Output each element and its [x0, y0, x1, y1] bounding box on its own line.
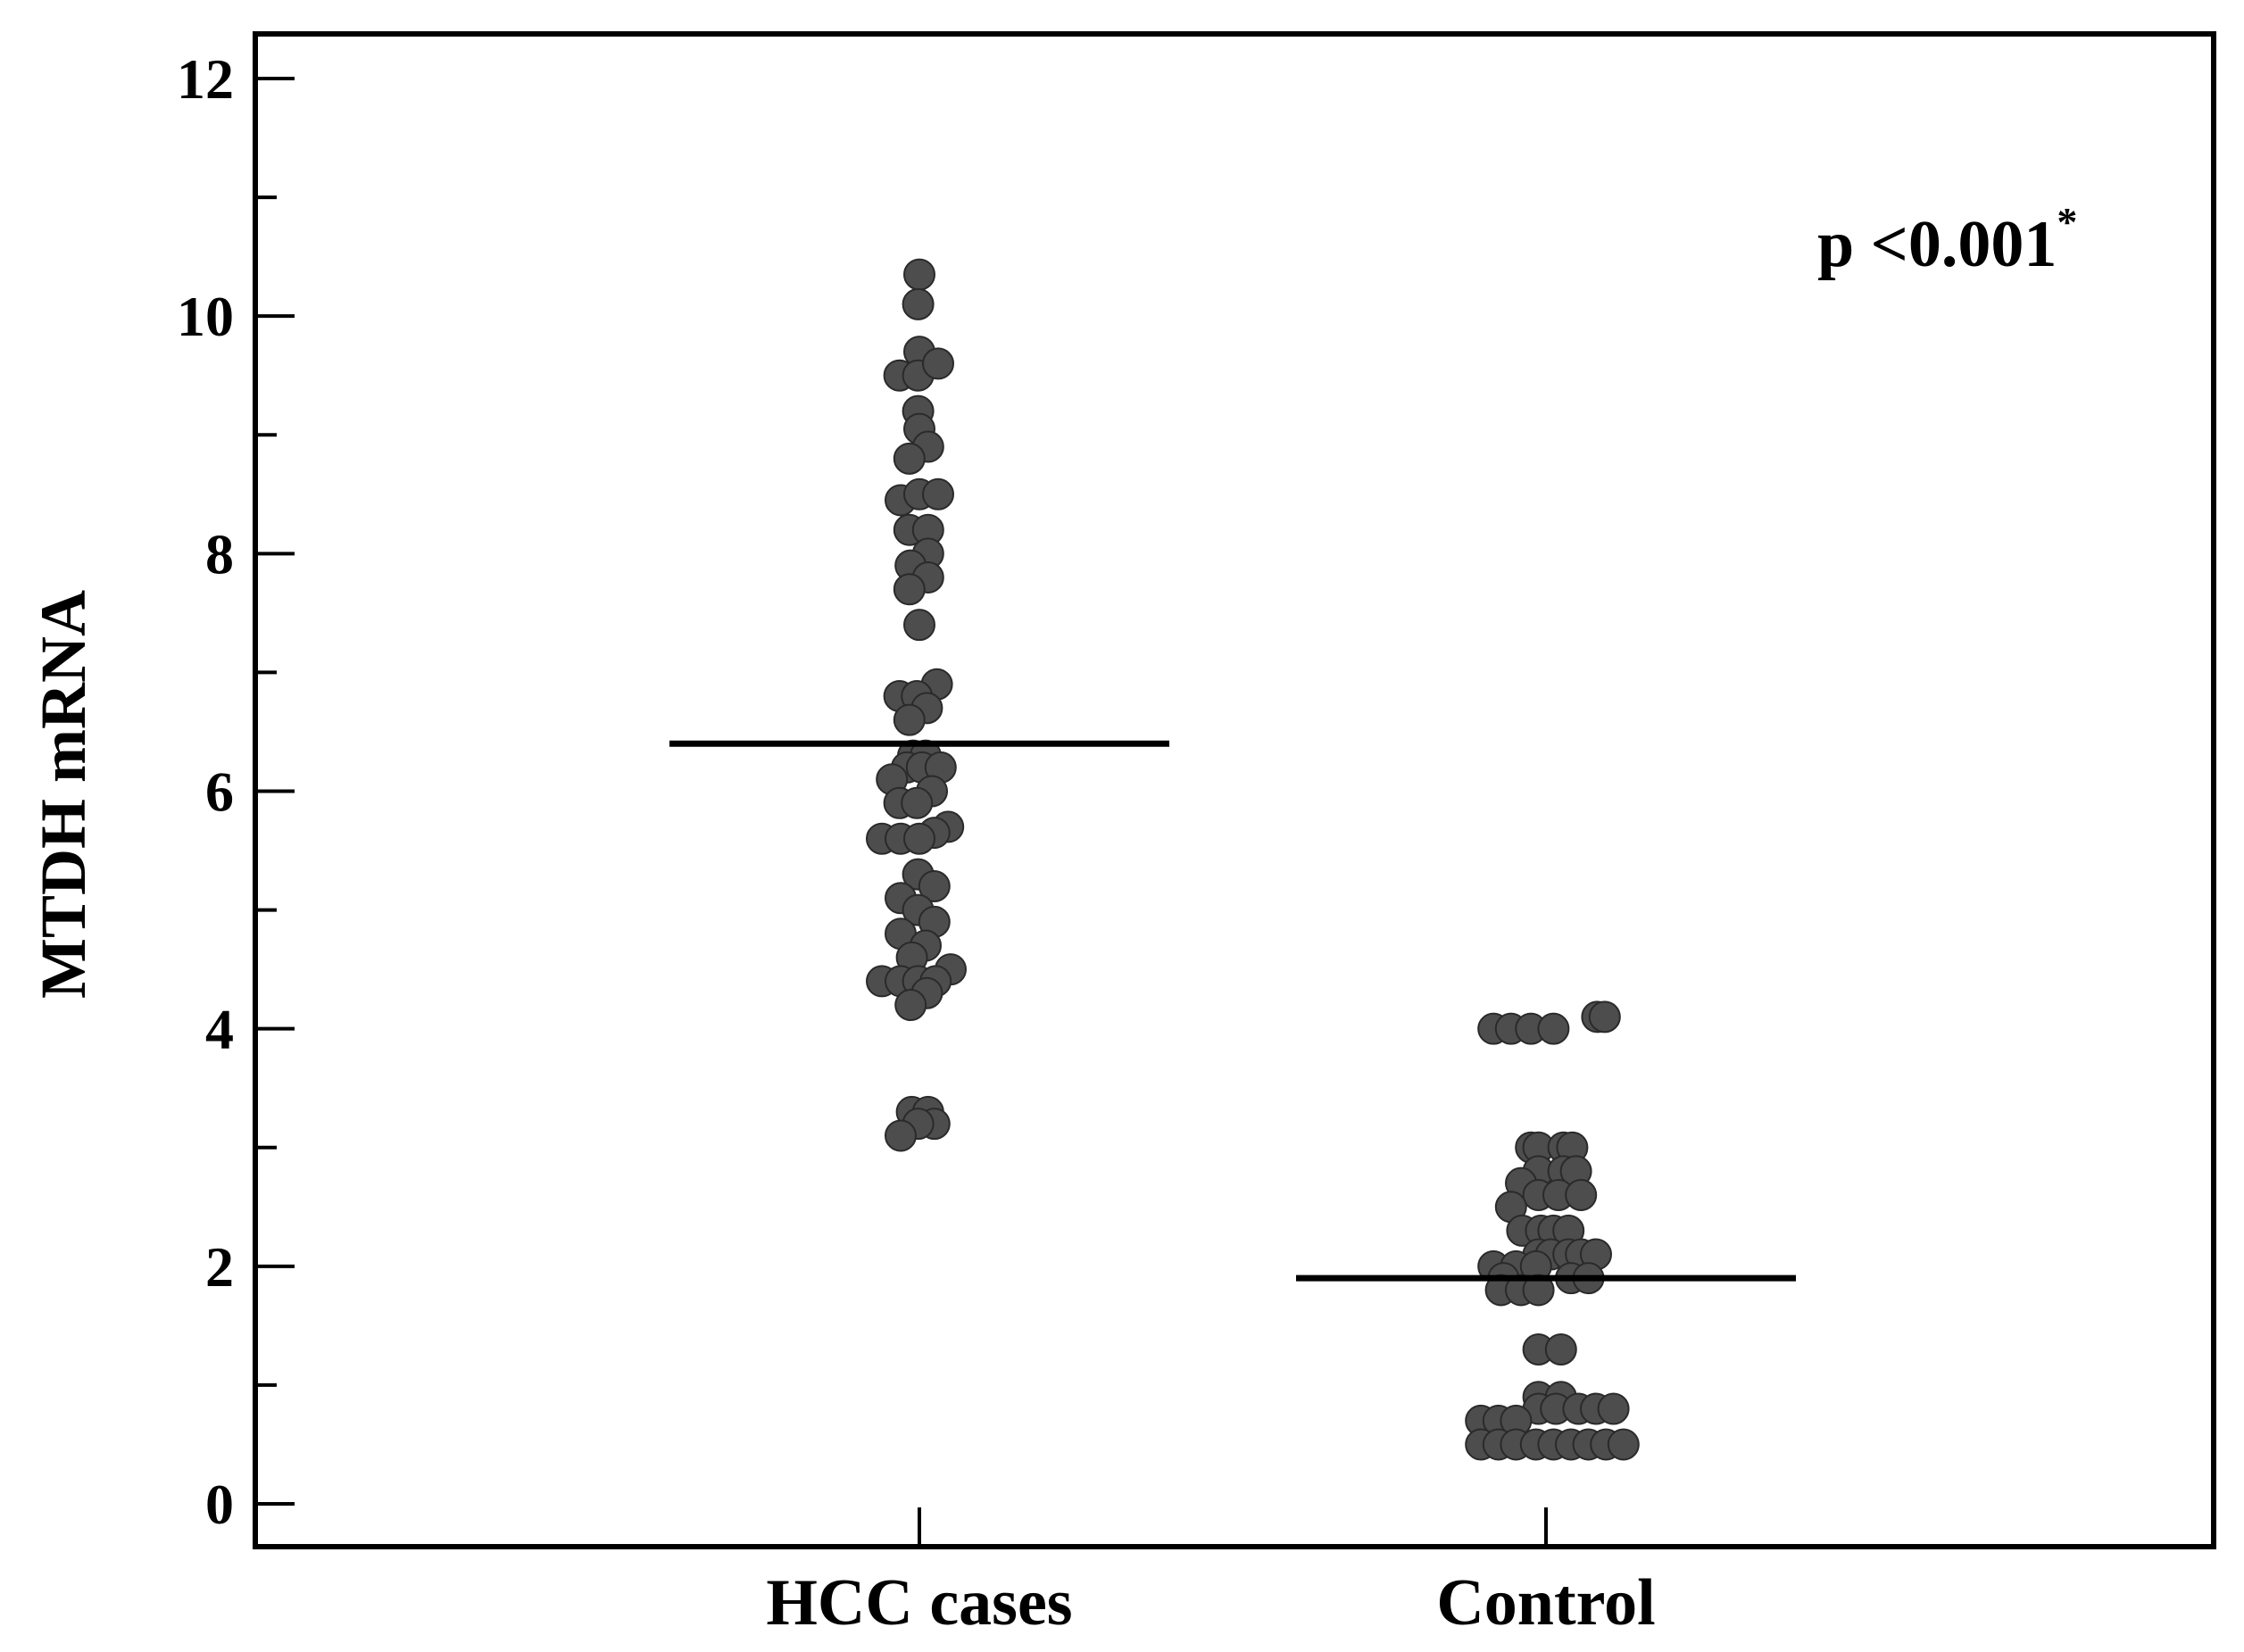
- data-point: [1597, 1392, 1630, 1425]
- y-axis-title: MTDH mRNA: [28, 590, 99, 999]
- data-point: [893, 703, 926, 736]
- data-point: [893, 442, 926, 475]
- data-point: [903, 258, 935, 291]
- data-point: [903, 822, 935, 855]
- data-point: [918, 869, 951, 902]
- data-point: [893, 573, 926, 606]
- x-category-label: Control: [1436, 1566, 1655, 1640]
- data-point: [1565, 1178, 1598, 1211]
- data-point: [903, 609, 935, 642]
- y-tick-label: 10: [177, 285, 234, 348]
- data-point: [894, 989, 927, 1022]
- data-point: [1588, 1000, 1621, 1034]
- x-axis-ticks: HCC cases Control: [766, 1507, 1656, 1640]
- y-tick-label: 8: [205, 522, 234, 585]
- x-category-label: HCC cases: [766, 1566, 1072, 1640]
- y-axis-ticks: 0 2 4 6 8 10 12: [177, 47, 295, 1536]
- p-value-annotation: p <0.001*: [1817, 199, 2077, 281]
- y-tick-label: 2: [205, 1235, 234, 1299]
- mean-lines: [669, 740, 1796, 1282]
- y-tick-label: 6: [205, 760, 234, 824]
- data-point: [922, 477, 954, 511]
- y-tick-label: 0: [205, 1473, 234, 1536]
- y-tick-label: 12: [177, 47, 234, 111]
- p-value-text: p <0.001: [1817, 208, 2057, 281]
- data-point: [1607, 1428, 1640, 1461]
- data-point: [1522, 1274, 1555, 1307]
- data-point: [1544, 1332, 1577, 1366]
- data-point: [901, 786, 934, 819]
- data-point: [922, 347, 954, 380]
- data-points: [866, 258, 1640, 1461]
- data-point: [1537, 1012, 1570, 1045]
- p-value-superscript: *: [2057, 199, 2077, 245]
- y-tick-label: 4: [205, 998, 234, 1061]
- data-point: [902, 287, 935, 320]
- data-point: [885, 1119, 917, 1152]
